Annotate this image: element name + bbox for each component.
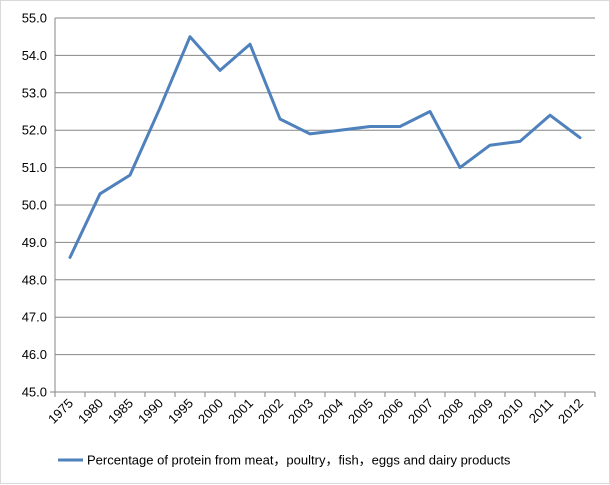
x-tick-label: 1995 <box>165 396 196 427</box>
x-tick-label: 2009 <box>465 396 496 427</box>
x-tick-label: 2000 <box>195 396 226 427</box>
x-tick-labels: 1975198019851990199520002001200220032004… <box>45 396 586 427</box>
x-tick-label: 2006 <box>375 396 406 427</box>
x-tick-label: 1980 <box>75 396 106 427</box>
x-tick-label: 2011 <box>526 396 556 426</box>
x-tick-label: 2012 <box>555 396 586 427</box>
y-tick-label: 52.0 <box>22 123 47 138</box>
x-tick-label: 1975 <box>45 396 76 427</box>
y-tick-label: 48.0 <box>22 272 47 287</box>
y-tick-label: 51.0 <box>22 160 47 175</box>
x-tick-label: 2010 <box>495 396 526 427</box>
x-tick-label: 2004 <box>315 396 346 427</box>
legend: Percentage of protein from meat，poultry，… <box>58 453 511 468</box>
y-tick-label: 47.0 <box>22 310 47 325</box>
axes <box>50 18 596 397</box>
x-tick-label: 1985 <box>105 396 136 427</box>
y-tick-label: 45.0 <box>22 385 47 400</box>
x-tick-label: 1990 <box>135 396 166 427</box>
y-tick-label: 46.0 <box>22 347 47 362</box>
x-tick-label: 2005 <box>345 396 376 427</box>
legend-label: Percentage of protein from meat，poultry，… <box>87 453 511 468</box>
x-tick-label: 2008 <box>435 396 466 427</box>
gridlines <box>55 17 595 393</box>
y-tick-label: 54.0 <box>22 48 47 63</box>
x-tick-label: 2002 <box>255 396 286 427</box>
y-tick-label: 50.0 <box>22 198 47 213</box>
series-line <box>68 35 582 259</box>
y-tick-label: 53.0 <box>22 85 47 100</box>
y-tick-label: 55.0 <box>22 11 47 26</box>
y-tick-label: 49.0 <box>22 235 47 250</box>
x-tick-label: 2007 <box>405 396 436 427</box>
x-tick-label: 2003 <box>285 396 316 427</box>
series-lines <box>68 35 582 259</box>
y-tick-labels: 45.0 46.0 47.0 48.0 49.0 50.0 51.0 52.0 53.0 54.0… <box>22 11 47 400</box>
x-tick-label: 2001 <box>225 396 256 427</box>
